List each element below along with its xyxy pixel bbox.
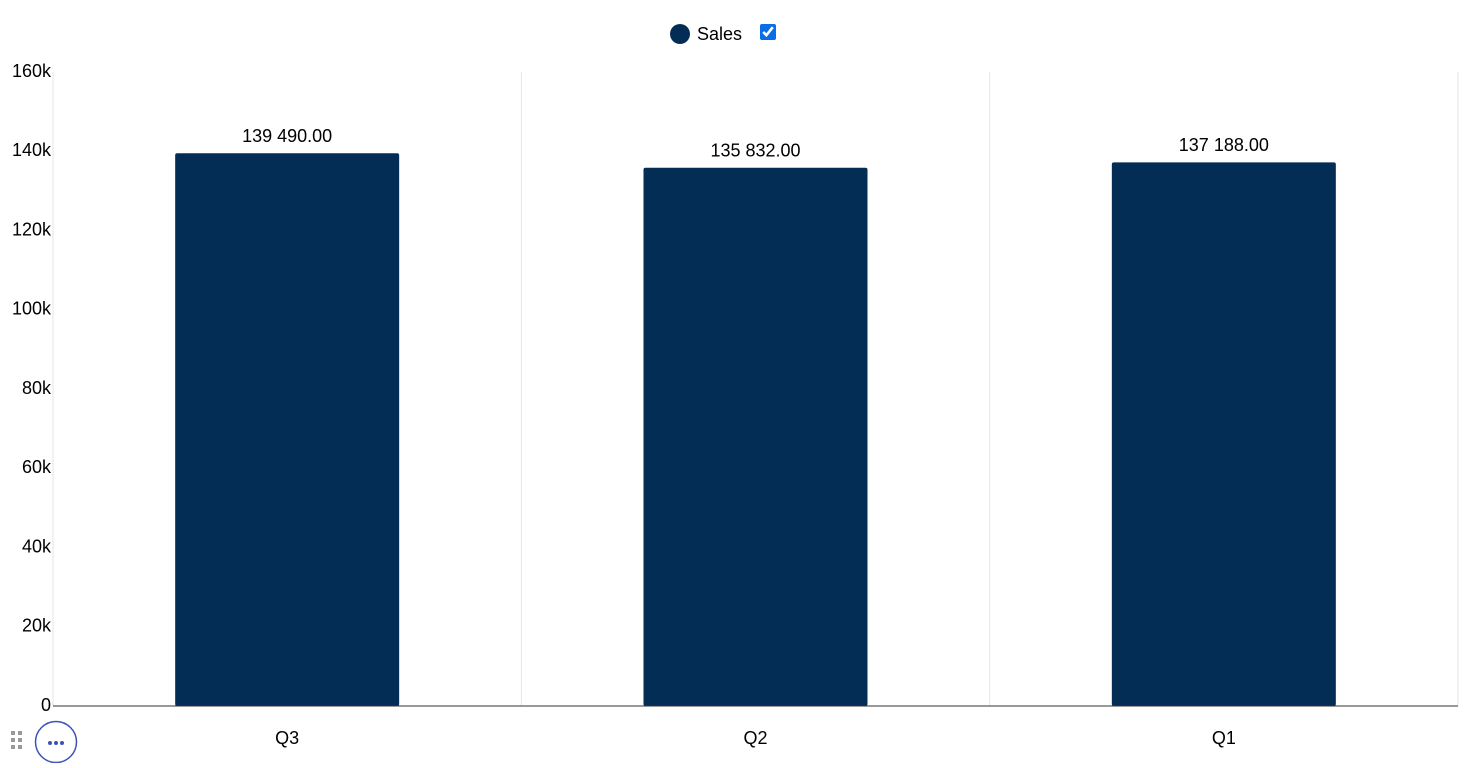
dot bbox=[60, 741, 64, 745]
bar bbox=[175, 153, 400, 706]
dot bbox=[11, 731, 15, 735]
x-tick-label: Q3 bbox=[275, 728, 299, 748]
value-label: 139 490.00 bbox=[242, 126, 332, 146]
dot bbox=[11, 745, 15, 749]
bar bbox=[1111, 162, 1336, 706]
y-tick-label: 100k bbox=[12, 299, 52, 319]
x-tick-label: Q1 bbox=[1212, 728, 1236, 748]
drag-handle[interactable] bbox=[11, 731, 22, 749]
y-tick-label: 20k bbox=[22, 616, 52, 636]
dot bbox=[48, 741, 52, 745]
y-tick-label: 160k bbox=[12, 61, 52, 81]
y-tick-label: 60k bbox=[22, 457, 52, 477]
bar bbox=[643, 167, 868, 707]
y-tick-label: 140k bbox=[12, 140, 52, 160]
legend-label: Sales bbox=[697, 24, 742, 44]
legend-checkbox[interactable] bbox=[760, 24, 776, 40]
more-button[interactable] bbox=[34, 720, 78, 764]
y-tick-label: 120k bbox=[12, 219, 52, 239]
legend-swatch bbox=[670, 24, 690, 44]
dot bbox=[18, 731, 22, 735]
dot bbox=[18, 738, 22, 742]
dot bbox=[18, 745, 22, 749]
y-tick-label: 80k bbox=[22, 378, 52, 398]
value-label: 137 188.00 bbox=[1179, 135, 1269, 155]
y-tick-label: 40k bbox=[22, 536, 52, 556]
x-tick-label: Q2 bbox=[743, 728, 767, 748]
dot bbox=[54, 741, 58, 745]
value-label: 135 832.00 bbox=[710, 141, 800, 161]
y-tick-label: 0 bbox=[41, 695, 51, 715]
dot bbox=[11, 738, 15, 742]
